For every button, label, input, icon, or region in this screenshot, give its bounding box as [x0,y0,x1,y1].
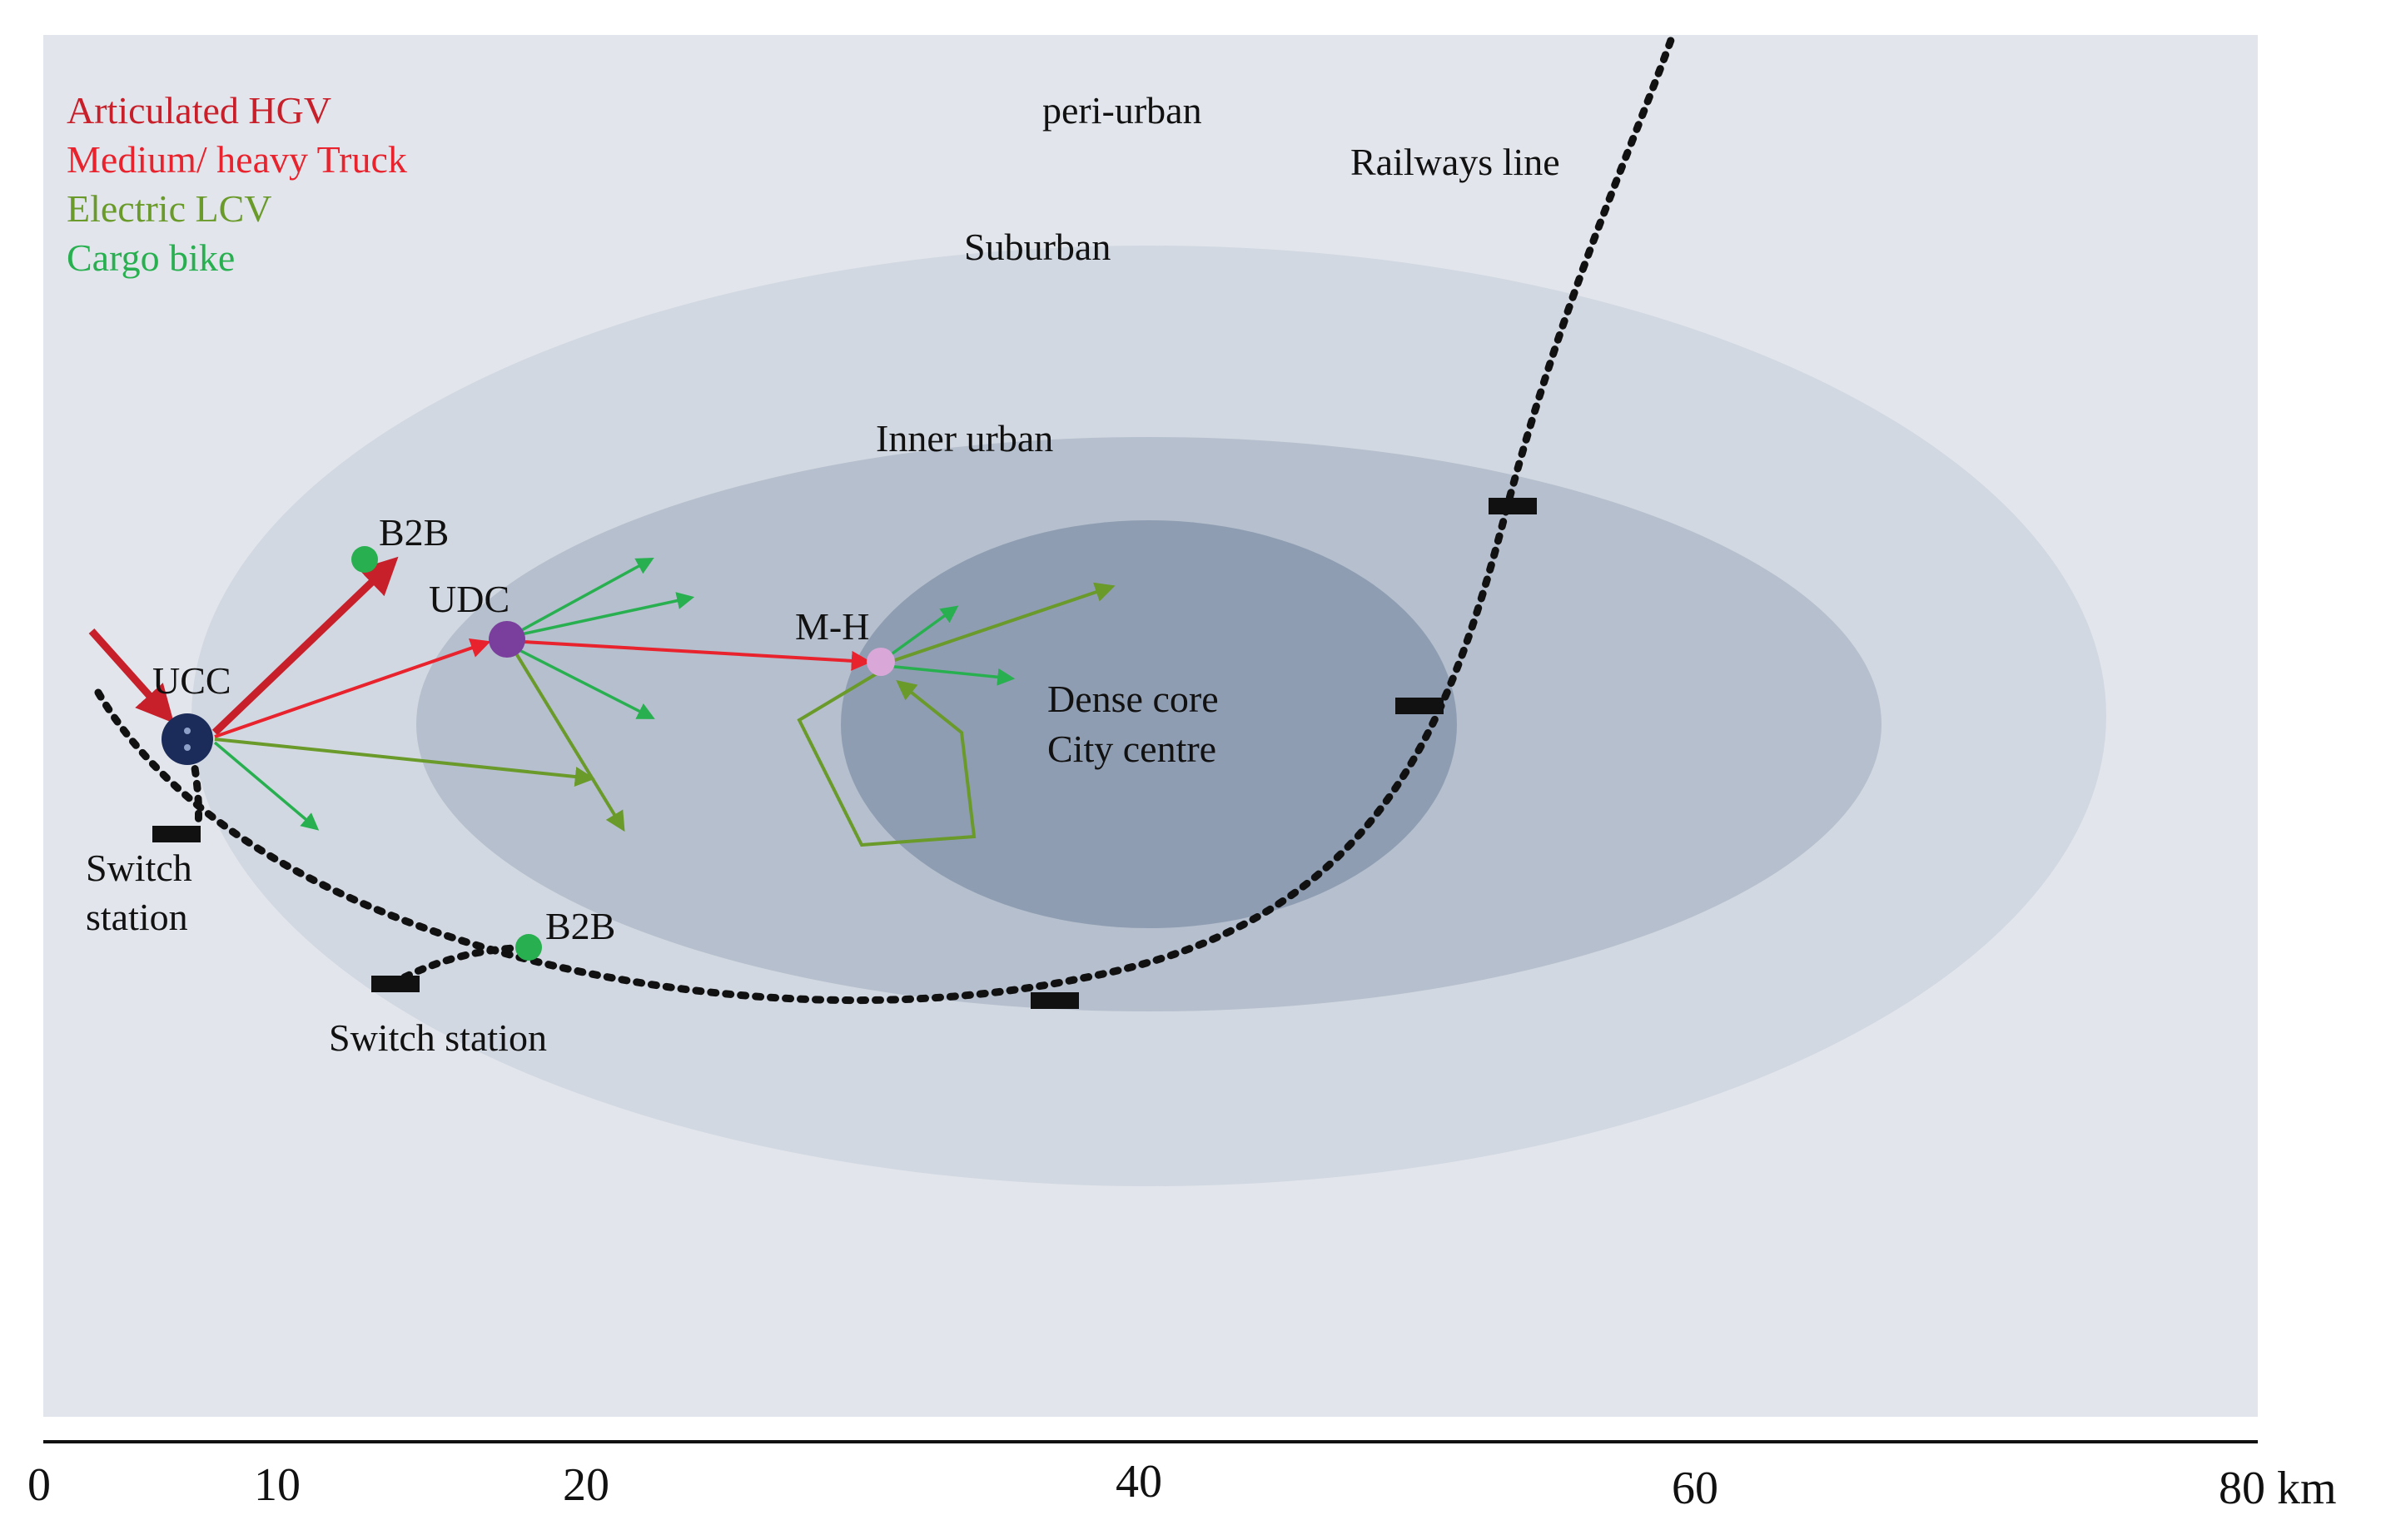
switch-station-marker [152,826,201,842]
udc-node [489,621,525,658]
axis-tick-label: 40 [1116,1456,1162,1508]
b2b-bottom-label: B2B [545,905,615,947]
ucc-node-dot [184,728,191,734]
railway-spur [186,735,203,832]
ucc-label: UCC [152,659,231,702]
hgv-arrow [88,628,174,723]
switch-station-marker [1031,992,1079,1009]
switch-station-marker [1395,698,1444,714]
zone-dense-core [841,520,1457,928]
lcv-arrow [508,641,625,832]
cargo-bike-arrow [509,592,695,638]
cargo-bike-arrow [885,605,959,659]
b2b-top-node [351,546,378,573]
axis-tick-label: 80 km [2219,1463,2337,1514]
switch-station-label-left-line1: Switch [86,847,192,889]
legend-electric-lcv: Electric LCV [67,187,272,230]
hgv-arrow [211,556,399,736]
mh-label: M-H [795,605,869,648]
railway-line [94,29,1678,1005]
switch-station-label-bottom: Switch station [329,1016,547,1059]
axis-tick-label: 20 [563,1459,609,1511]
cargo-bike-arrow [509,557,654,638]
zone-label-suburban: Suburban [964,226,1111,268]
lcv-arrow [882,582,1116,666]
axis-tick-label: 10 [254,1459,301,1511]
zone-label-city-centre: City centre [1047,728,1216,770]
railway-label: Railways line [1350,141,1560,183]
zone-label-peri-urban: peri-urban [1042,89,1202,132]
truck-arrow [214,638,491,738]
lcv-tour [797,668,977,847]
zone-label-inner-urban: Inner urban [876,417,1053,460]
switch-station-marker [371,976,420,992]
ucc-node-dot [184,744,191,751]
railway-branch [387,943,533,988]
legend-cargo-bike: Cargo bike [67,236,235,279]
switch-station-label-left-line2: station [86,896,188,938]
legend-articulated-hgv: Articulated HGV [67,89,331,132]
axis-tick-label: 0 [27,1459,51,1511]
switch-station-marker [1489,498,1537,514]
cargo-bike-arrow [886,664,1016,686]
truck-arrow [509,639,872,671]
legend-medium-heavy-truck: Medium/ heavy Truck [67,138,407,181]
ucc-node [162,713,213,765]
cargo-bike-arrow [213,741,320,831]
zone-label-dense-core: Dense core [1047,678,1219,720]
udc-label: UDC [429,578,510,620]
lcv-arrow [214,738,595,787]
b2b-bottom-node [515,934,542,961]
cargo-bike-arrow [509,643,655,719]
axis-tick-label: 60 [1672,1463,1718,1514]
mh-node [867,648,895,676]
b2b-top-label: B2B [379,511,449,554]
